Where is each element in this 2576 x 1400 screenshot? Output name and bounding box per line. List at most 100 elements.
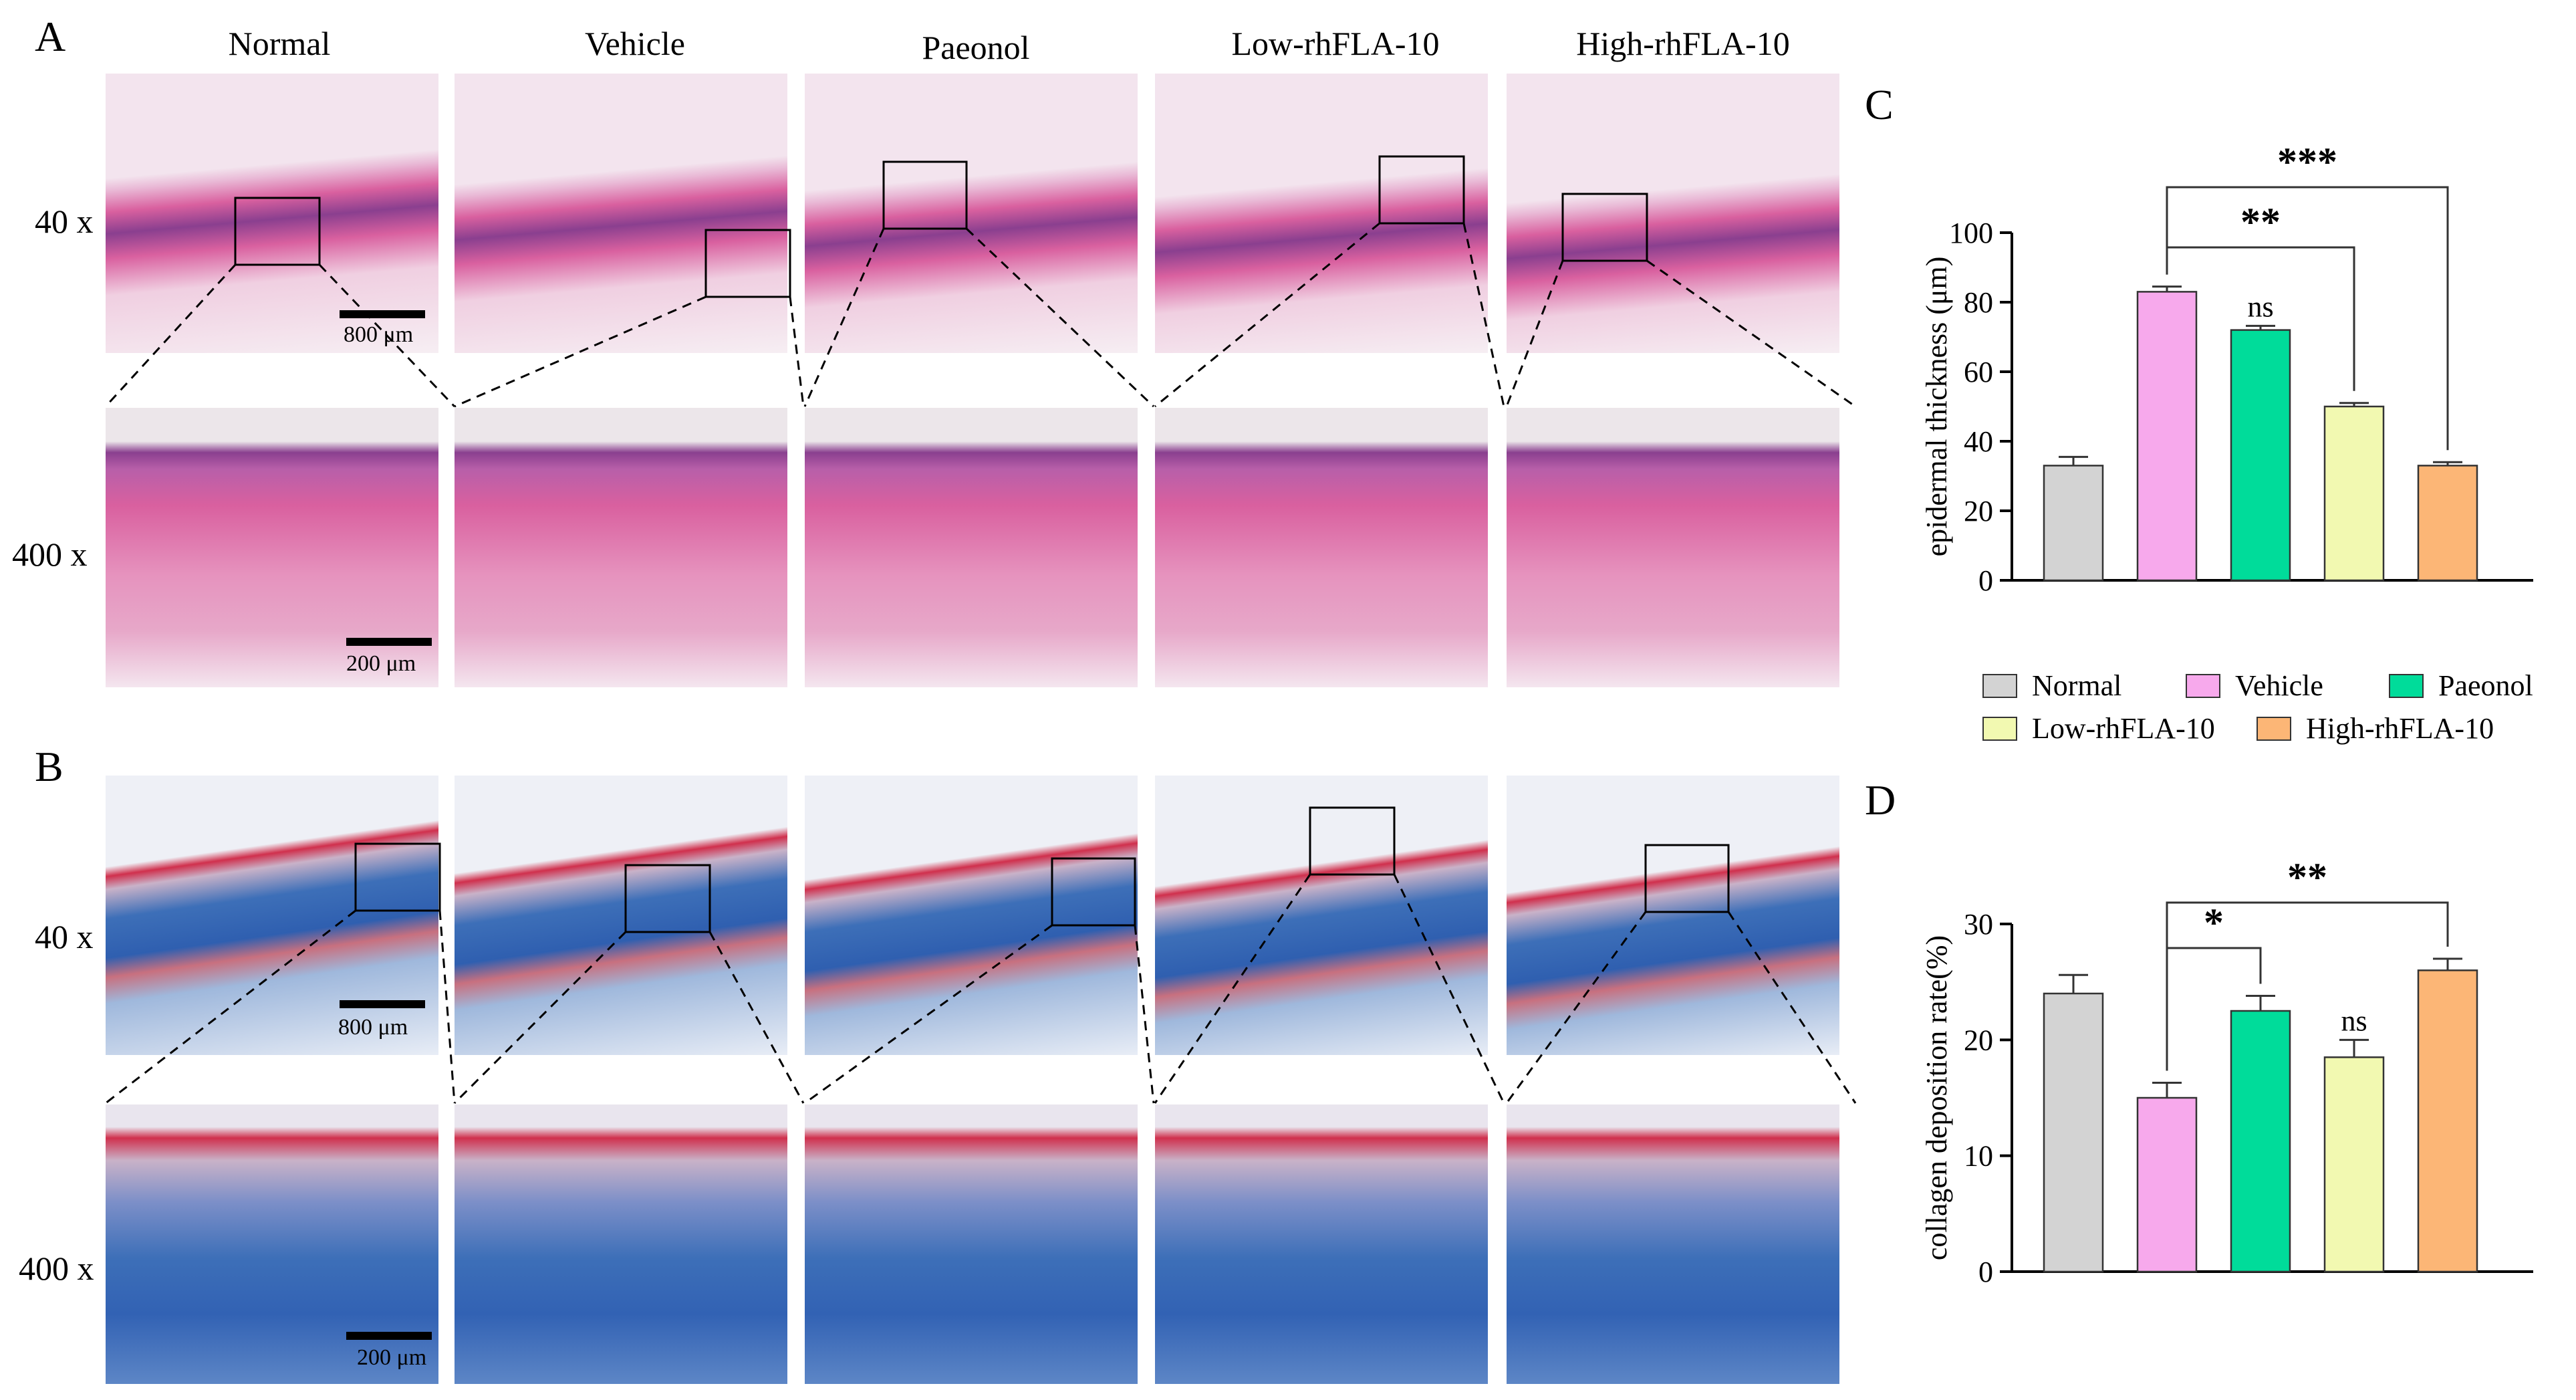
bar-paeonol [2230, 1010, 2291, 1273]
bar-low-rhfla-10 [2323, 1056, 2385, 1273]
zoom-box [1309, 806, 1396, 876]
zoom-connector-line [1134, 925, 1155, 1104]
y-tick-label: 100 [1949, 217, 1993, 249]
zoom-connector-line [789, 296, 805, 407]
y-tick-label: 10 [1964, 1140, 1993, 1173]
micrograph-masson-low-paeonol [805, 776, 1138, 1055]
y-tick-label: 20 [1964, 1024, 1993, 1056]
zoom-connector-line [1393, 874, 1505, 1104]
y-tick-label: 0 [1978, 564, 1993, 597]
zoom-connector-line [1462, 223, 1505, 407]
significance-label: ** [2240, 200, 2281, 244]
micrograph-masson-high-high-rhfla [1507, 1104, 1839, 1384]
micrograph-he-low-vehicle [455, 74, 787, 353]
micrograph-he-low-normal [106, 74, 438, 353]
panel-letter-a: A [35, 13, 66, 60]
zoom-connector-line [104, 263, 237, 408]
bar-high-rhfla-10 [2417, 465, 2478, 582]
scalebar-b-low-label: 800 μm [338, 1015, 408, 1040]
chart-c-epidermal-thickness: 0 20 40 60 80 100 epidermal thickness (μm) ns **… [1920, 140, 2533, 597]
zoom-connector-line [105, 909, 356, 1104]
bar-paeonol [2230, 329, 2291, 582]
zoom-box [354, 842, 441, 912]
legend-swatch [2186, 673, 2220, 698]
zoom-box [624, 864, 711, 933]
scalebar-a-low [340, 310, 425, 318]
bar-normal [2043, 465, 2104, 582]
bar-normal [2043, 992, 2104, 1273]
micrograph-masson-low-normal [106, 776, 438, 1055]
legend-swatch [2389, 673, 2424, 698]
legend-item-paeonol: Paeonol [2389, 669, 2533, 703]
zoom-connector-line [438, 910, 456, 1104]
micrograph-he-high-vehicle [455, 408, 787, 687]
zoom-connector-line [1505, 260, 1564, 407]
legend-label: Paeonol [2438, 669, 2533, 702]
zoom-connector-line [454, 296, 706, 408]
significance-bracket [2166, 186, 2449, 451]
legend-label: Vehicle [2235, 669, 2323, 702]
significance-label: * [2204, 901, 2224, 945]
significance-label: ns [2247, 290, 2273, 323]
bar-low-rhfla-10 [2323, 405, 2385, 582]
mag-label-b-low: 40 x [35, 918, 94, 955]
significance-label: *** [2277, 140, 2337, 184]
bar-vehicle [2136, 1096, 2198, 1273]
micrograph-he-high-low-rhfla [1155, 408, 1488, 687]
bar-vehicle [2136, 291, 2198, 582]
y-axis-label: collagen deposition rate(%) [1920, 935, 1953, 1260]
micrograph-he-low-low-rhfla [1155, 74, 1488, 353]
mag-label-a-high: 400 x [12, 536, 88, 573]
micrograph-masson-low-high-rhfla [1507, 776, 1839, 1055]
legend-swatch [1982, 673, 2017, 698]
micrograph-he-high-paeonol [805, 408, 1138, 687]
zoom-box [1378, 155, 1465, 225]
micrograph-masson-low-vehicle [455, 776, 787, 1055]
legend-item-normal: Normal [1982, 669, 2121, 703]
micrograph-he-low-paeonol [805, 74, 1138, 353]
zoom-box [882, 160, 968, 230]
mag-label-a-low: 40 x [35, 203, 94, 240]
zoom-connector-line [318, 263, 456, 408]
legend-label: Low-rhFLA-10 [2032, 712, 2215, 745]
scalebar-a-high-label: 200 μm [346, 651, 416, 676]
y-tick-label: 20 [1964, 495, 1993, 528]
column-title-high-rhfla: High-rhFLA-10 [1576, 25, 1790, 62]
micrograph-masson-low-low-rhfla [1155, 776, 1488, 1055]
zoom-connector-line [1505, 911, 1647, 1104]
zoom-connector-line [1154, 222, 1380, 408]
zoom-connector-line [453, 931, 627, 1104]
micrograph-masson-high-paeonol [805, 1104, 1138, 1384]
column-title-normal: Normal [228, 25, 331, 62]
scalebar-b-low [340, 1000, 425, 1008]
mag-label-b-high: 400 x [19, 1250, 94, 1287]
y-tick-label: 40 [1964, 425, 1993, 458]
panel-letter-c: C [1865, 81, 1894, 128]
legend-item-low-rhfla-10: Low-rhFLA-10 [1982, 711, 2215, 745]
panel-letter-d: D [1865, 776, 1896, 824]
legend-item-high-rhfla-10: High-rhFLA-10 [2257, 711, 2494, 745]
zoom-connector-line [1727, 911, 1857, 1104]
y-tick-label: 60 [1964, 356, 1993, 388]
zoom-connector-line [1646, 259, 1856, 408]
bar-high-rhfla-10 [2417, 969, 2478, 1273]
scalebar-b-high-label: 200 μm [357, 1345, 427, 1370]
scalebar-b-high [346, 1332, 432, 1340]
column-title-low-rhfla: Low-rhFLA-10 [1231, 25, 1440, 62]
y-tick-label: 80 [1964, 286, 1993, 319]
micrograph-he-high-high-rhfla [1507, 408, 1839, 687]
column-title-paeonol: Paeonol [922, 29, 1030, 66]
zoom-box [1644, 844, 1730, 913]
significance-bracket [2166, 901, 2449, 1071]
zoom-connector-line [709, 931, 805, 1104]
legend-swatch [2257, 716, 2291, 741]
legend-swatch [1982, 716, 2017, 741]
legend-label: Normal [2032, 669, 2122, 702]
legend-item-vehicle: Vehicle [2186, 669, 2323, 703]
y-tick-label: 0 [1978, 1256, 1993, 1288]
zoom-box [1561, 193, 1648, 262]
y-tick-label: 30 [1964, 908, 1993, 941]
y-axis-label: epidermal thickness (μm) [1920, 257, 1953, 557]
